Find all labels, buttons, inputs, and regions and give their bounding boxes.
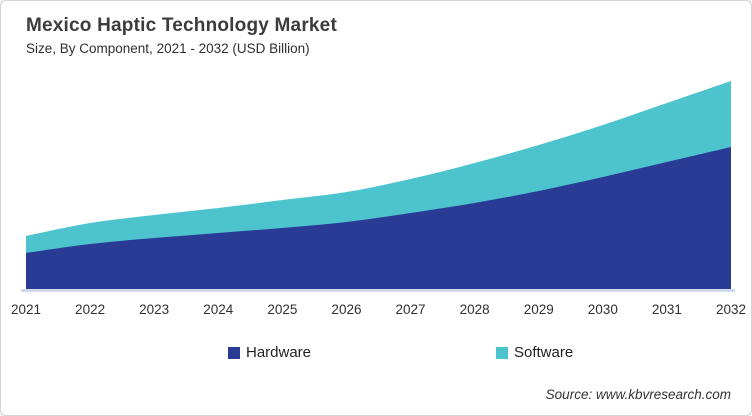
legend-label-hardware: Hardware: [246, 344, 312, 361]
source-text: Source: www.kbvresearch.com: [545, 387, 731, 402]
legend-label-software: Software: [514, 344, 574, 361]
legend-item-hardware: Hardware: [228, 344, 311, 361]
hardware-swatch-icon: [228, 346, 240, 359]
hardware-area: [26, 147, 731, 289]
page-title: Mexico Haptic Technology Market: [26, 15, 337, 36]
legend-item-software: Software: [496, 344, 573, 361]
chart-header: Mexico Haptic Technology Market Size, By…: [26, 15, 337, 56]
software-swatch-icon: [496, 346, 508, 359]
page-subtitle: Size, By Component, 2021 - 2032 (USD Bil…: [26, 41, 310, 56]
